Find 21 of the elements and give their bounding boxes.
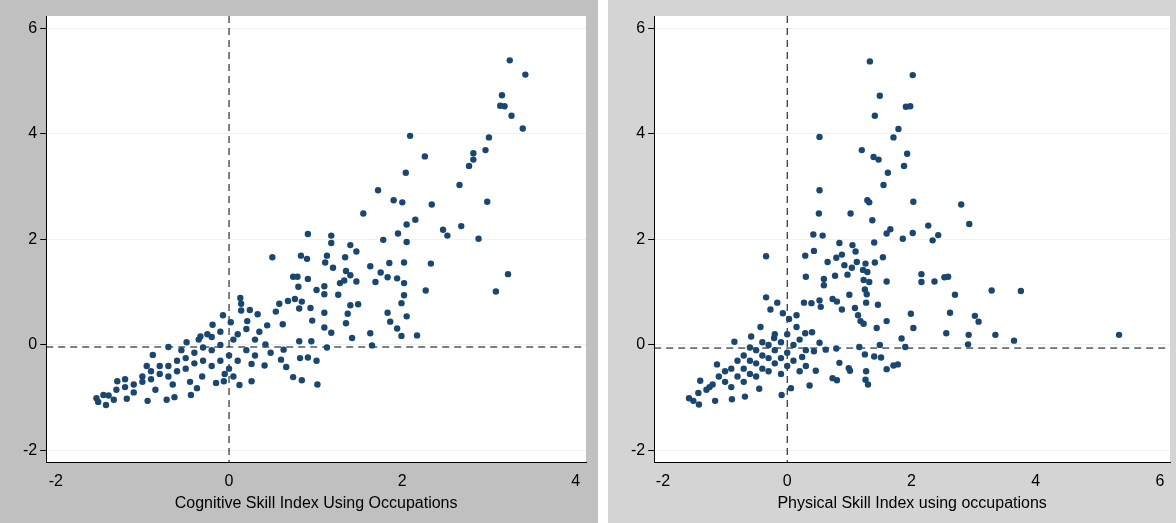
x-tick-label: 0 [224,471,234,489]
y-tick-label: 0 [636,335,646,353]
y-tick-label: 6 [28,18,38,36]
y-tick-label: 2 [28,229,38,247]
y-tick-label: -2 [630,440,646,458]
x-tick-label: 2 [397,471,407,489]
y-tick-label: 6 [636,18,646,36]
y-tick-label: 2 [636,229,646,247]
x-tick-label: 0 [782,471,792,489]
y-tick-label: 4 [28,124,38,142]
x-tick-label: -2 [655,471,671,489]
y-tick-label: 0 [28,335,38,353]
x-tick-label: 4 [571,471,581,489]
x-tick-label: 6 [1155,471,1165,489]
x-axis-title: Cognitive Skill Index Using Occupations [174,493,458,511]
x-tick-label: 4 [1031,471,1041,489]
y-tick-label: -2 [22,440,38,458]
x-tick-label: 2 [907,471,917,489]
y-tick-label: 4 [636,124,646,142]
x-axis-title: Physical Skill Index using occupations [777,493,1047,511]
x-tick-label: -2 [48,471,63,489]
